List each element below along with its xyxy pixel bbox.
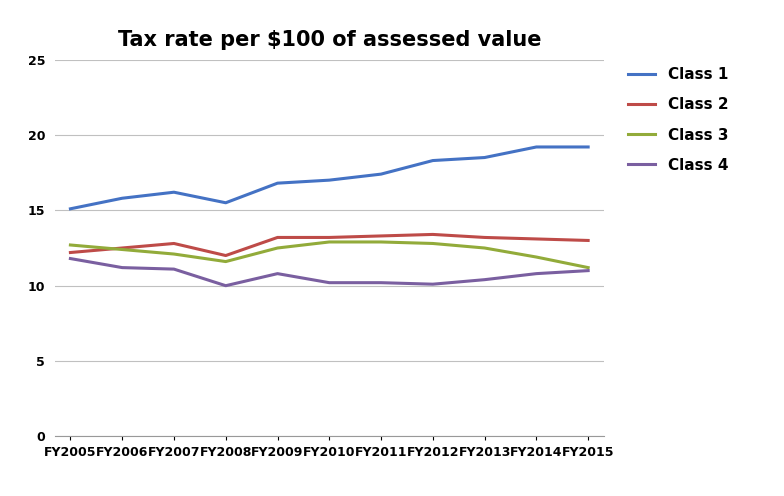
Class 1 (532, 144, 541, 150)
Class 4 (118, 265, 127, 271)
Legend: Class 1, Class 2, Class 3, Class 4: Class 1, Class 2, Class 3, Class 4 (628, 67, 728, 173)
Class 4 (66, 255, 75, 261)
Class 1 (118, 195, 127, 201)
Class 2 (221, 252, 230, 258)
Class 4 (532, 271, 541, 277)
Class 4 (169, 266, 179, 272)
Class 3 (169, 251, 179, 257)
Class 2 (532, 236, 541, 242)
Class 1 (325, 177, 334, 183)
Class 2 (376, 233, 386, 239)
Class 3 (376, 239, 386, 245)
Class 4 (325, 280, 334, 286)
Line: Class 2: Class 2 (71, 235, 588, 255)
Class 1 (480, 155, 489, 161)
Class 1 (273, 180, 282, 186)
Class 4 (376, 280, 386, 286)
Class 3 (532, 254, 541, 260)
Title: Tax rate per $100 of assessed value: Tax rate per $100 of assessed value (118, 30, 541, 50)
Class 2 (118, 245, 127, 251)
Class 4 (273, 271, 282, 277)
Class 3 (480, 245, 489, 251)
Class 4 (428, 281, 437, 287)
Class 3 (273, 245, 282, 251)
Class 1 (428, 158, 437, 164)
Class 2 (66, 249, 75, 255)
Class 3 (221, 258, 230, 264)
Class 2 (273, 235, 282, 241)
Line: Class 3: Class 3 (71, 242, 588, 268)
Class 2 (169, 241, 179, 247)
Class 4 (583, 268, 593, 274)
Class 2 (480, 235, 489, 241)
Class 4 (221, 283, 230, 289)
Line: Class 1: Class 1 (71, 147, 588, 209)
Line: Class 4: Class 4 (71, 258, 588, 286)
Class 1 (66, 206, 75, 212)
Class 2 (583, 238, 593, 244)
Class 3 (325, 239, 334, 245)
Class 2 (325, 235, 334, 241)
Class 3 (428, 241, 437, 247)
Class 1 (376, 171, 386, 177)
Class 1 (583, 144, 593, 150)
Class 3 (66, 242, 75, 248)
Class 2 (428, 232, 437, 238)
Class 4 (480, 277, 489, 283)
Class 3 (118, 247, 127, 252)
Class 3 (583, 265, 593, 271)
Class 1 (221, 200, 230, 206)
Class 1 (169, 189, 179, 195)
